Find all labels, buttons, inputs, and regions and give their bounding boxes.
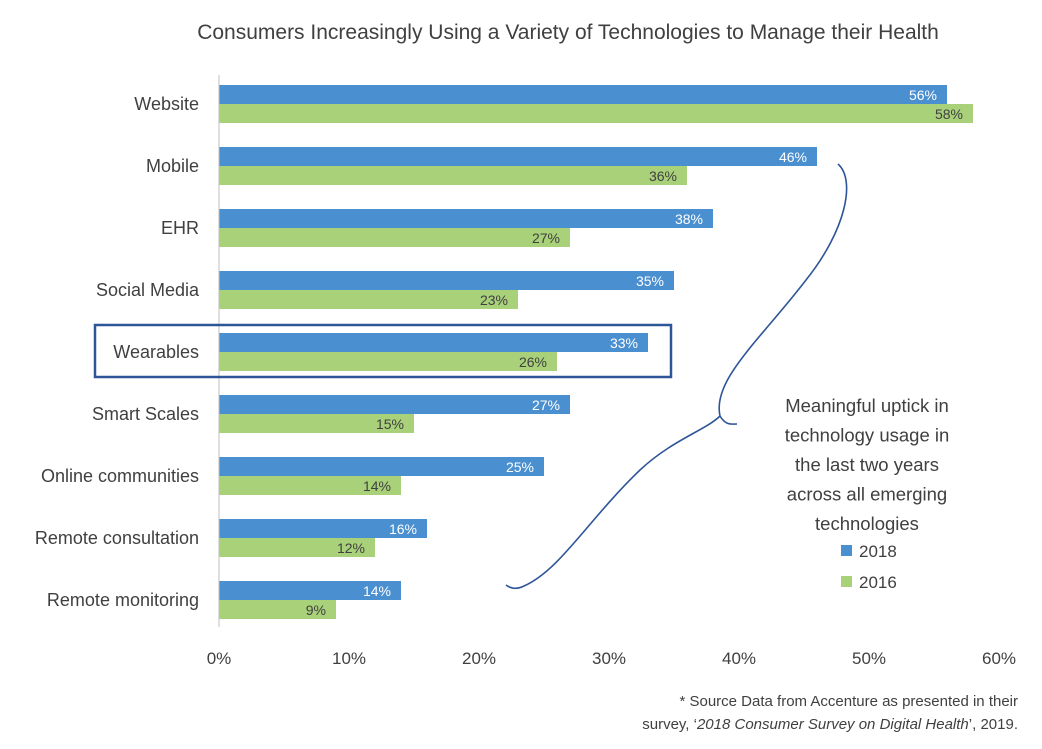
bar-2018-smart-scales <box>219 395 570 414</box>
x-tick-label: 20% <box>462 649 496 668</box>
source-prefix: survey, ‘ <box>642 716 697 733</box>
bar-2018-remote-consultation <box>219 519 427 538</box>
annotation-text: Meaningful uptick in technology usage in t… <box>785 395 950 534</box>
data-label-2018-website: 56% <box>909 87 937 103</box>
x-axis-ticks: 0% 10% 20% 30% 40% 50% 60% <box>207 649 1016 668</box>
x-tick-label: 60% <box>982 649 1016 668</box>
category-label-remote-monitoring: Remote monitoring <box>47 590 199 610</box>
category-label-mobile: Mobile <box>146 156 199 176</box>
source-note: * Source Data from Accenture as presente… <box>548 690 1018 736</box>
bar-2016-social-media <box>219 290 518 309</box>
bars-group: 56% 58% 46% 36% 38% 27% 35% 23% 33% 26% 27% 15% 25% 1… <box>219 85 973 619</box>
chart-title: Consumers Increasingly Using a Variety o… <box>197 21 939 44</box>
category-label-social-media: Social Media <box>96 280 200 300</box>
annotation-line: Meaningful uptick in <box>785 395 949 416</box>
bar-2018-mobile <box>219 147 817 166</box>
bar-2016-remote-consultation <box>219 538 375 557</box>
bar-2018-social-media <box>219 271 674 290</box>
bar-2018-remote-monitoring <box>219 581 401 600</box>
bar-2018-ehr <box>219 209 713 228</box>
bar-2016-online-communities <box>219 476 401 495</box>
annotation-line: technologies <box>815 513 919 534</box>
bar-2018-website <box>219 85 947 104</box>
data-label-2016-mobile: 36% <box>649 168 677 184</box>
wearables-highlight-box <box>93 323 673 379</box>
data-label-2018-social-media: 35% <box>636 273 664 289</box>
data-label-2016-remote-monitoring: 9% <box>306 602 326 618</box>
data-label-2016-social-media: 23% <box>480 292 508 308</box>
annotation-line: across all emerging <box>787 484 947 505</box>
annotation-line: the last two years <box>795 454 939 475</box>
x-tick-label: 40% <box>722 649 756 668</box>
data-label-2016-ehr: 27% <box>532 230 560 246</box>
category-labels: Website Mobile EHR Social Media Wearables Sma… <box>35 94 200 610</box>
x-tick-label: 30% <box>592 649 626 668</box>
data-label-2018-online-communities: 25% <box>506 459 534 475</box>
legend-swatch-2016 <box>841 576 852 587</box>
data-label-2018-mobile: 46% <box>779 149 807 165</box>
data-label-2018-remote-consultation: 16% <box>389 521 417 537</box>
bar-2016-smart-scales <box>219 414 414 433</box>
data-label-2018-wearables: 33% <box>610 335 638 351</box>
bar-2018-online-communities <box>219 457 544 476</box>
source-suffix: ’, 2019. <box>968 716 1018 733</box>
x-tick-label: 50% <box>852 649 886 668</box>
legend-swatch-2018 <box>841 545 852 556</box>
bar-2016-ehr <box>219 228 570 247</box>
legend-label-2018: 2018 <box>859 542 897 561</box>
x-tick-label: 10% <box>332 649 366 668</box>
annotation-line: technology usage in <box>785 425 950 446</box>
category-label-ehr: EHR <box>161 218 199 238</box>
legend-label-2016: 2016 <box>859 573 897 592</box>
data-label-2016-online-communities: 14% <box>363 478 391 494</box>
data-label-2018-remote-monitoring: 14% <box>363 583 391 599</box>
bar-2018-wearables <box>219 333 648 352</box>
category-label-remote-consultation: Remote consultation <box>35 528 199 548</box>
bar-2016-mobile <box>219 166 687 185</box>
source-line-1: * Source Data from Accenture as presente… <box>679 693 1018 710</box>
data-label-2018-smart-scales: 27% <box>532 397 560 413</box>
curly-brace <box>505 163 848 590</box>
data-label-2018-ehr: 38% <box>675 211 703 227</box>
data-label-2016-wearables: 26% <box>519 354 547 370</box>
category-label-online-communities: Online communities <box>41 466 199 486</box>
bar-2016-website <box>219 104 973 123</box>
source-line-2: survey, ‘2018 Consumer Survey on Digital… <box>548 713 1018 736</box>
category-label-website: Website <box>134 94 199 114</box>
bar-2016-wearables <box>219 352 557 371</box>
category-label-wearables: Wearables <box>113 342 199 362</box>
legend: 2018 2016 <box>841 542 897 592</box>
data-label-2016-website: 58% <box>935 106 963 122</box>
data-label-2016-smart-scales: 15% <box>376 416 404 432</box>
bar-2016-remote-monitoring <box>219 600 336 619</box>
x-tick-label: 0% <box>207 649 232 668</box>
category-label-smart-scales: Smart Scales <box>92 404 199 424</box>
source-italic: 2018 Consumer Survey on Digital Health <box>696 716 969 733</box>
data-label-2016-remote-consultation: 12% <box>337 540 365 556</box>
